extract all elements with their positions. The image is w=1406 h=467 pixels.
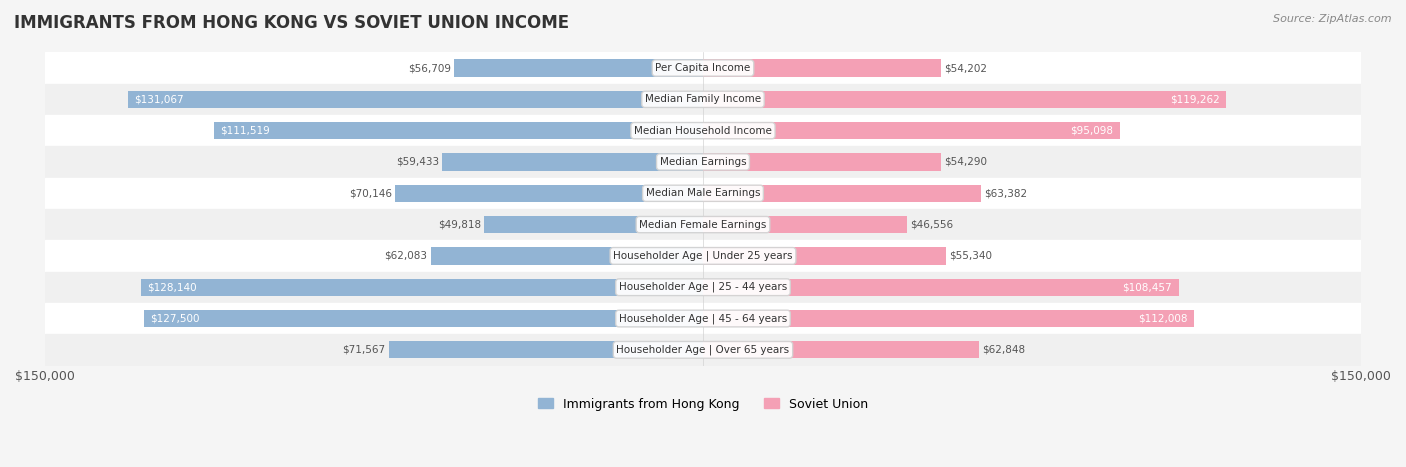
Text: Per Capita Income: Per Capita Income bbox=[655, 63, 751, 73]
Text: $108,457: $108,457 bbox=[1122, 282, 1173, 292]
Text: $70,146: $70,146 bbox=[349, 188, 392, 198]
Text: $56,709: $56,709 bbox=[408, 63, 451, 73]
Text: $54,202: $54,202 bbox=[943, 63, 987, 73]
Text: Householder Age | Under 25 years: Householder Age | Under 25 years bbox=[613, 251, 793, 261]
Text: Source: ZipAtlas.com: Source: ZipAtlas.com bbox=[1274, 14, 1392, 24]
Text: $111,519: $111,519 bbox=[221, 126, 270, 135]
Bar bbox=[454, 59, 703, 77]
Bar bbox=[703, 91, 1226, 108]
Bar bbox=[141, 279, 703, 296]
Text: Median Family Income: Median Family Income bbox=[645, 94, 761, 104]
Bar bbox=[45, 177, 1361, 209]
Bar bbox=[389, 341, 703, 359]
Bar bbox=[703, 153, 941, 170]
Text: Median Household Income: Median Household Income bbox=[634, 126, 772, 135]
Bar bbox=[45, 84, 1361, 115]
Text: $59,433: $59,433 bbox=[396, 157, 439, 167]
Text: $55,340: $55,340 bbox=[949, 251, 993, 261]
Bar bbox=[485, 216, 703, 233]
Text: $131,067: $131,067 bbox=[135, 94, 184, 104]
Text: Householder Age | 45 - 64 years: Householder Age | 45 - 64 years bbox=[619, 313, 787, 324]
Bar bbox=[703, 184, 981, 202]
Bar bbox=[703, 248, 946, 264]
Text: Householder Age | Over 65 years: Householder Age | Over 65 years bbox=[616, 345, 790, 355]
Bar bbox=[703, 216, 907, 233]
Text: $46,556: $46,556 bbox=[911, 219, 953, 230]
Bar bbox=[45, 52, 1361, 84]
Text: $63,382: $63,382 bbox=[984, 188, 1028, 198]
Text: Householder Age | 25 - 44 years: Householder Age | 25 - 44 years bbox=[619, 282, 787, 292]
Text: $62,083: $62,083 bbox=[384, 251, 427, 261]
Text: $95,098: $95,098 bbox=[1070, 126, 1114, 135]
Bar bbox=[443, 153, 703, 170]
Text: $71,567: $71,567 bbox=[343, 345, 385, 355]
Text: $128,140: $128,140 bbox=[148, 282, 197, 292]
Legend: Immigrants from Hong Kong, Soviet Union: Immigrants from Hong Kong, Soviet Union bbox=[533, 393, 873, 416]
Bar bbox=[395, 184, 703, 202]
Text: $127,500: $127,500 bbox=[150, 313, 200, 324]
Bar bbox=[45, 272, 1361, 303]
Text: Median Male Earnings: Median Male Earnings bbox=[645, 188, 761, 198]
Bar bbox=[703, 59, 941, 77]
Bar bbox=[143, 310, 703, 327]
Text: $119,262: $119,262 bbox=[1170, 94, 1219, 104]
Bar bbox=[128, 91, 703, 108]
Bar bbox=[45, 303, 1361, 334]
Bar bbox=[430, 248, 703, 264]
Text: IMMIGRANTS FROM HONG KONG VS SOVIET UNION INCOME: IMMIGRANTS FROM HONG KONG VS SOVIET UNIO… bbox=[14, 14, 569, 32]
Text: $54,290: $54,290 bbox=[945, 157, 987, 167]
Text: $49,818: $49,818 bbox=[439, 219, 481, 230]
Bar bbox=[45, 334, 1361, 366]
Bar bbox=[703, 122, 1121, 139]
Bar bbox=[703, 279, 1178, 296]
Text: Median Female Earnings: Median Female Earnings bbox=[640, 219, 766, 230]
Text: Median Earnings: Median Earnings bbox=[659, 157, 747, 167]
Text: $112,008: $112,008 bbox=[1139, 313, 1188, 324]
Bar bbox=[703, 310, 1194, 327]
Text: $62,848: $62,848 bbox=[981, 345, 1025, 355]
Bar bbox=[45, 146, 1361, 177]
Bar bbox=[703, 341, 979, 359]
Bar bbox=[45, 209, 1361, 240]
Bar bbox=[45, 240, 1361, 272]
Bar bbox=[214, 122, 703, 139]
Bar bbox=[45, 115, 1361, 146]
